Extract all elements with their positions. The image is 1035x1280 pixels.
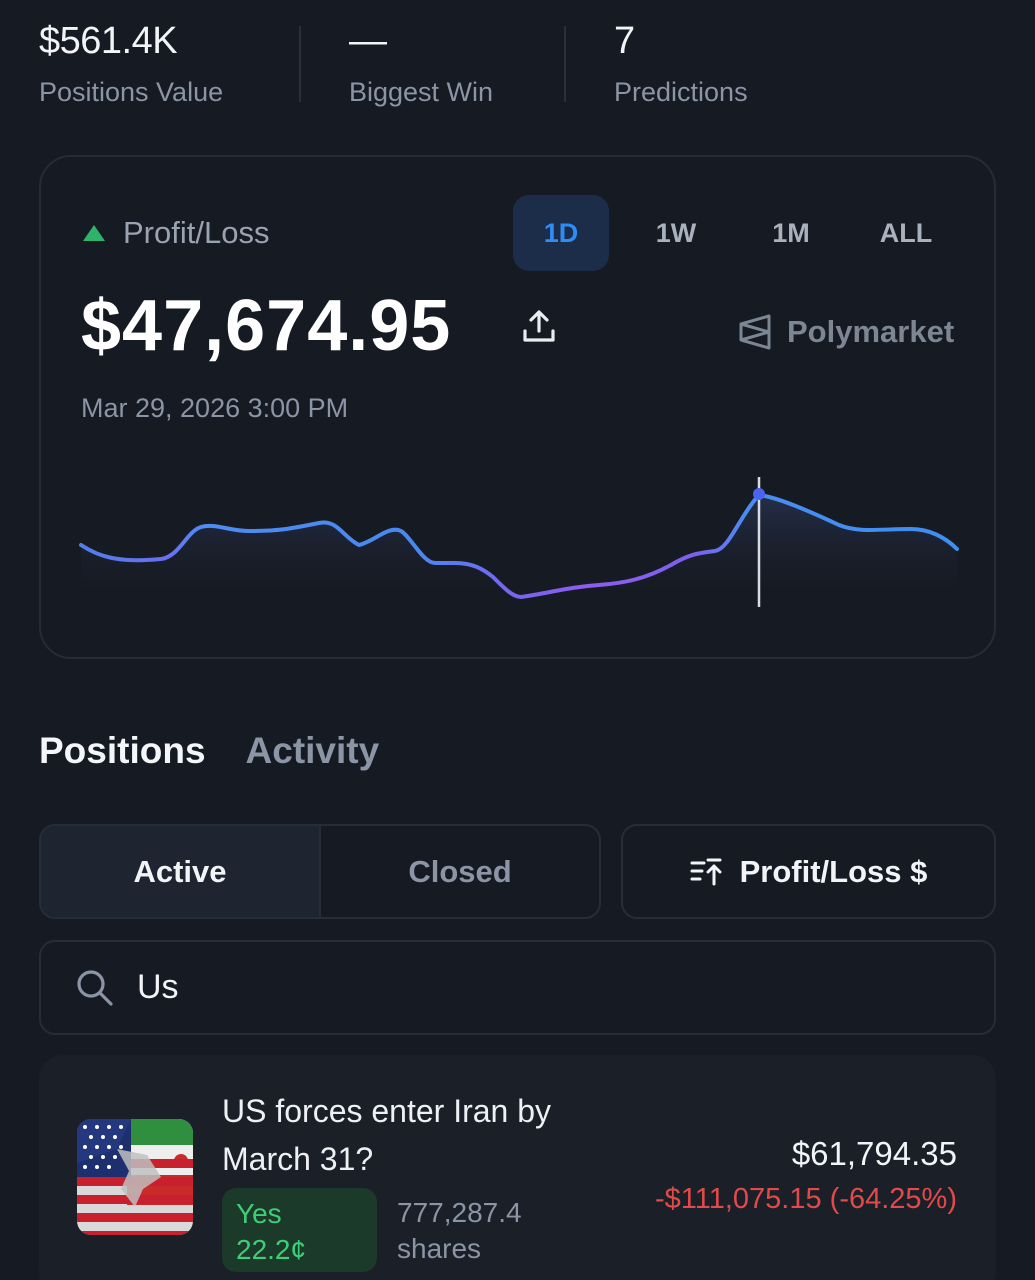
search-icon xyxy=(77,969,113,1006)
sort-label: Profit/Loss $ xyxy=(739,853,928,889)
polymarket-logo-icon xyxy=(739,314,771,350)
range-1d[interactable]: 1D xyxy=(513,195,609,271)
profit-loss-label: Profit/Loss xyxy=(123,215,270,250)
positions-tabs: Positions Activity xyxy=(39,730,419,772)
shares-label: shares xyxy=(397,1233,482,1264)
status-segmented-control: Active Closed xyxy=(39,824,601,919)
divider xyxy=(299,26,301,102)
outcome-badge: Yes 22.2¢ xyxy=(222,1188,377,1272)
sort-icon xyxy=(690,858,722,885)
brand-name: Polymarket xyxy=(787,314,955,349)
shares-count: 777,287.4 xyxy=(397,1197,522,1228)
search-input[interactable] xyxy=(137,968,917,1007)
outcome-price: 22.2¢ xyxy=(236,1234,307,1265)
outcome-label: Yes xyxy=(236,1198,282,1229)
filter-active-button[interactable]: Active xyxy=(41,826,321,917)
stat-biggest-win: — Biggest Win xyxy=(349,20,493,108)
tab-activity[interactable]: Activity xyxy=(245,730,380,771)
stat-label: Predictions xyxy=(614,77,748,107)
stat-value: 7 xyxy=(614,20,635,62)
sort-button[interactable]: Profit/Loss $ xyxy=(621,824,996,919)
stat-label: Biggest Win xyxy=(349,77,494,107)
position-value: $61,794.35 xyxy=(791,1135,957,1172)
tab-positions[interactable]: Positions xyxy=(39,730,206,771)
filter-closed-button[interactable]: Closed xyxy=(408,853,512,889)
polymarket-brand: Polymarket xyxy=(737,313,954,351)
stat-predictions: 7 Predictions xyxy=(614,20,748,108)
divider xyxy=(564,26,566,102)
stat-label: Positions Value xyxy=(39,77,224,107)
market-title[interactable]: US forces enter Iran by March 31? xyxy=(222,1093,552,1177)
market-thumbnail xyxy=(77,1119,193,1235)
up-triangle-icon xyxy=(83,225,105,241)
range-all[interactable]: ALL xyxy=(879,218,933,248)
position-pnl: -$111,075.15 (-64.25%) xyxy=(654,1183,957,1215)
profit-loss-card: Profit/Loss 1D 1W 1M ALL $47,674.95 Poly… xyxy=(39,155,996,659)
share-icon[interactable] xyxy=(521,307,557,345)
chart-timestamp: Mar 29, 2026 3:00 PM xyxy=(81,393,349,423)
profit-loss-header: Profit/Loss xyxy=(83,215,269,251)
stat-positions-value: $561.4K Positions Value xyxy=(39,20,223,108)
range-1m[interactable]: 1M xyxy=(772,218,810,248)
stat-value: $561.4K xyxy=(39,20,178,62)
position-card[interactable]: US forces enter Iran by March 31? Yes 22… xyxy=(39,1055,996,1280)
range-1w[interactable]: 1W xyxy=(655,218,697,248)
stat-value: — xyxy=(349,20,387,62)
search-bar xyxy=(39,940,996,1035)
profit-loss-value: $47,674.95 xyxy=(81,286,452,366)
stats-row: $561.4K Positions Value — Biggest Win 7 … xyxy=(0,0,1035,130)
shares-info: 777,287.4 shares xyxy=(397,1195,522,1267)
range-selector: 1D 1W 1M ALL xyxy=(513,195,973,271)
profit-loss-chart[interactable] xyxy=(79,467,959,607)
